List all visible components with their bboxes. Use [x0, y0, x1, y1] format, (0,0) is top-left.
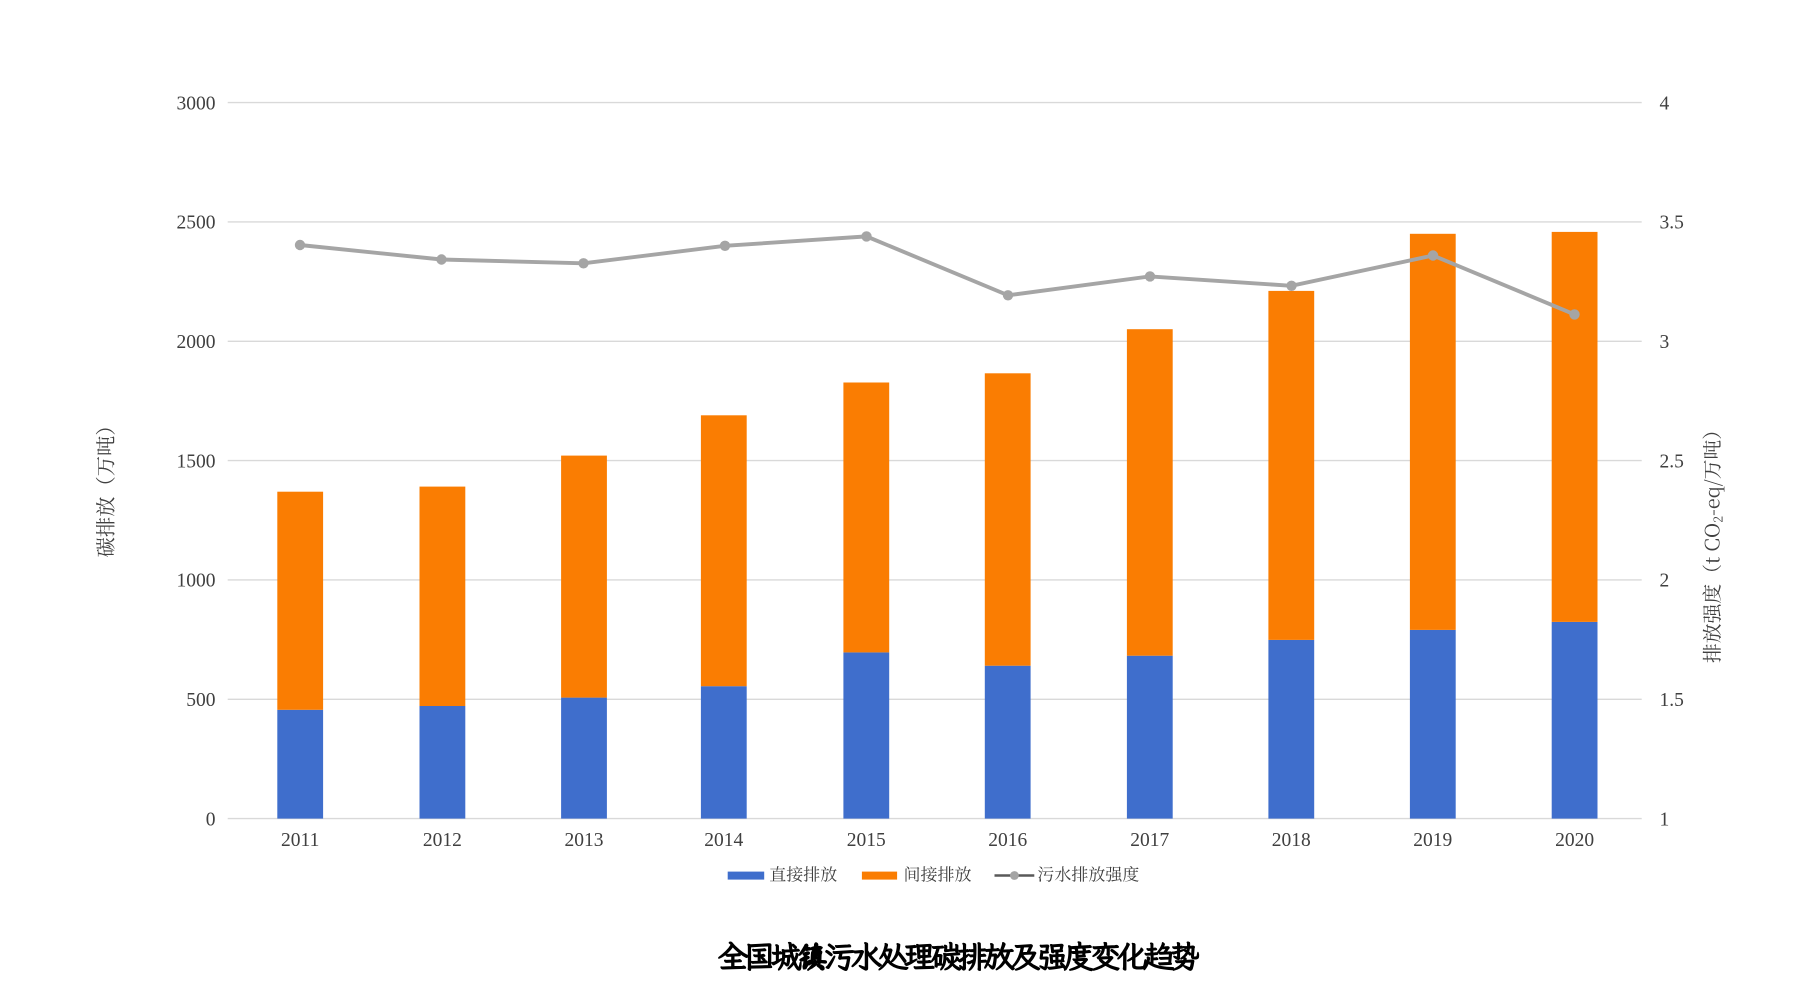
svg-text:2011: 2011 [281, 830, 319, 851]
svg-text:2.5: 2.5 [1660, 451, 1684, 472]
svg-text:2017: 2017 [1130, 830, 1169, 851]
svg-text:2016: 2016 [988, 830, 1027, 851]
svg-text:1: 1 [1660, 809, 1670, 830]
svg-text:2020: 2020 [1555, 830, 1594, 851]
svg-text:0: 0 [206, 809, 216, 830]
svg-text:3000: 3000 [177, 93, 216, 114]
svg-text:2012: 2012 [423, 830, 462, 851]
svg-text:2000: 2000 [177, 332, 216, 353]
svg-text:2013: 2013 [565, 830, 604, 851]
svg-text:3: 3 [1660, 332, 1670, 353]
svg-text:2019: 2019 [1413, 830, 1452, 851]
svg-text:3.5: 3.5 [1660, 213, 1684, 234]
svg-text:2014: 2014 [704, 830, 743, 851]
svg-text:2018: 2018 [1272, 830, 1311, 851]
svg-text:1000: 1000 [177, 571, 216, 592]
svg-text:1500: 1500 [177, 451, 216, 472]
svg-text:2015: 2015 [847, 830, 886, 851]
svg-text:2: 2 [1660, 571, 1670, 592]
svg-text:2500: 2500 [177, 213, 216, 234]
svg-text:1.5: 1.5 [1660, 690, 1684, 711]
svg-text:4: 4 [1660, 93, 1670, 114]
svg-text:500: 500 [186, 690, 215, 711]
